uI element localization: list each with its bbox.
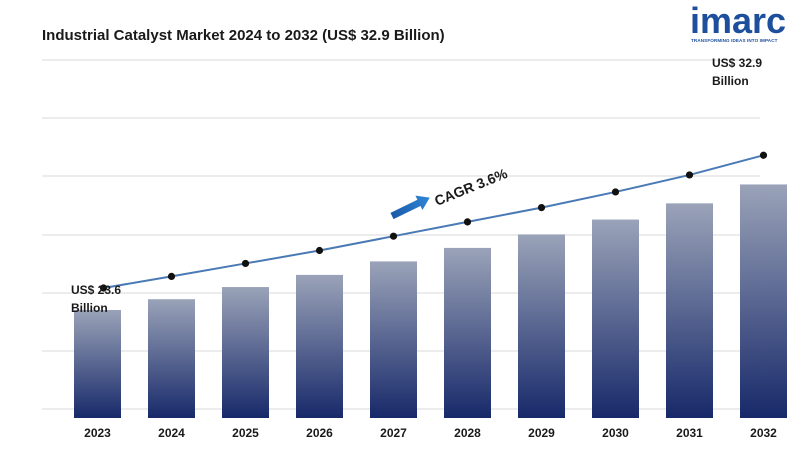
bar bbox=[222, 287, 269, 418]
trend-polyline bbox=[103, 154, 764, 289]
x-tick-label: 2025 bbox=[232, 426, 259, 440]
trend-point bbox=[99, 284, 108, 292]
x-tick-label: 2031 bbox=[676, 426, 703, 440]
bar bbox=[666, 203, 713, 418]
x-tick-label: 2023 bbox=[84, 426, 111, 440]
bar bbox=[148, 299, 195, 418]
imarc-logo: imarc TRANSFORMING IDEAS INTO IMPACT bbox=[690, 0, 790, 46]
end-value-label: US$ 32.9 bbox=[712, 56, 762, 70]
trend-point bbox=[611, 188, 620, 196]
start-value-label: US$ 23.6 bbox=[71, 283, 121, 297]
chart-title: Industrial Catalyst Market 2024 to 2032 … bbox=[42, 27, 445, 44]
trend-point bbox=[315, 246, 324, 255]
bar bbox=[518, 234, 565, 418]
cagr-label: CAGR 3.6% bbox=[432, 165, 510, 209]
bar bbox=[592, 219, 639, 418]
bars bbox=[74, 184, 787, 418]
x-tick-label: 2027 bbox=[380, 426, 407, 440]
trend-point bbox=[685, 171, 694, 179]
bar bbox=[444, 247, 491, 418]
trend-line bbox=[99, 151, 768, 292]
x-tick-label: 2029 bbox=[528, 426, 555, 440]
bar bbox=[74, 310, 121, 418]
bar bbox=[296, 274, 343, 418]
logo-tagline: TRANSFORMING IDEAS INTO IMPACT bbox=[691, 38, 778, 43]
x-tick-label: 2028 bbox=[454, 426, 481, 440]
trend-point bbox=[759, 151, 768, 159]
bar bbox=[740, 184, 787, 418]
x-tick-label: 2024 bbox=[158, 426, 185, 440]
trend-point bbox=[463, 218, 472, 226]
trend-point bbox=[167, 272, 176, 280]
end-value-label: Billion bbox=[712, 74, 749, 88]
x-tick-label: 2030 bbox=[602, 426, 629, 440]
x-tick-label: 2026 bbox=[306, 426, 333, 440]
trend-point bbox=[241, 259, 250, 268]
bar bbox=[370, 261, 417, 418]
trend-point bbox=[537, 204, 546, 212]
x-axis-tick-labels: 2023 2024 2025 2026 2027 2028 2029 2030 2031 2032 bbox=[84, 426, 777, 440]
logo-wordmark: imarc bbox=[690, 0, 787, 41]
trend-point bbox=[389, 232, 398, 240]
start-value-label: Billion bbox=[71, 301, 108, 315]
cagr-arrow bbox=[390, 195, 430, 220]
cagr-arrow-shape bbox=[390, 195, 430, 220]
x-tick-label: 2032 bbox=[750, 426, 777, 440]
